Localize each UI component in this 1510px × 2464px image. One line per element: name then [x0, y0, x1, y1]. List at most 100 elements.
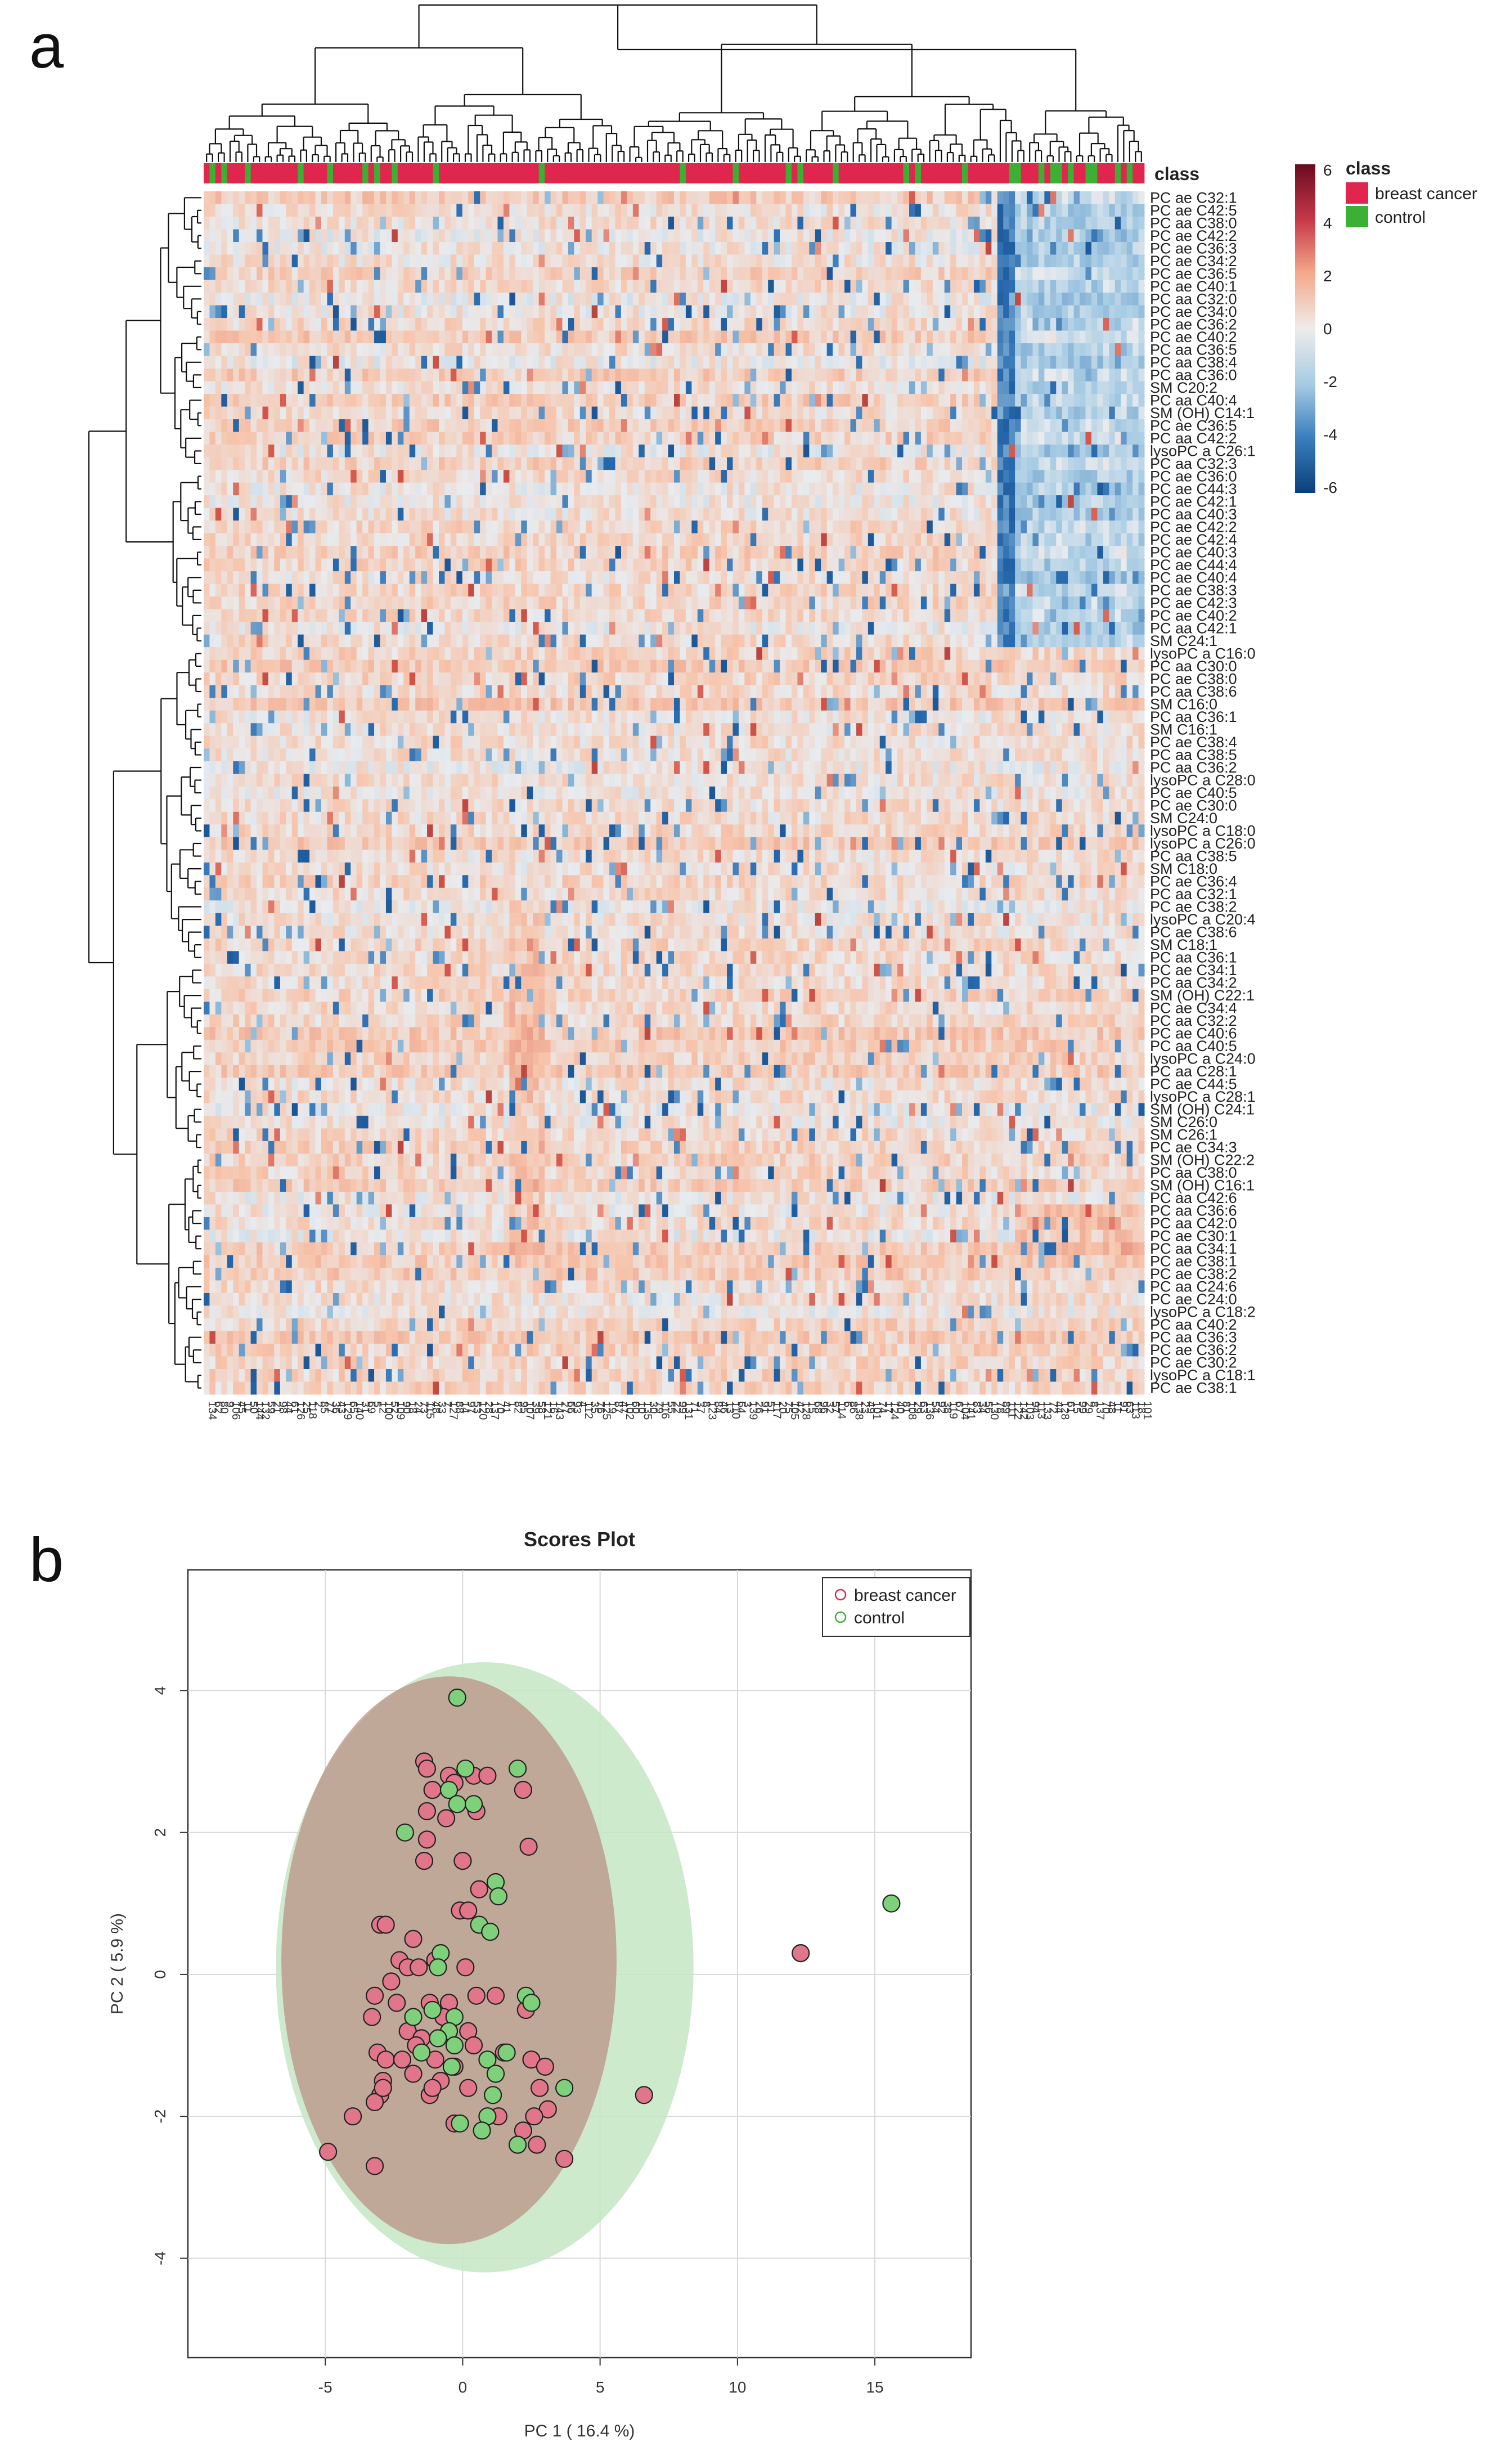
- class-bar-cell: [415, 163, 422, 183]
- heatmap-cell: [1138, 394, 1145, 407]
- heatmap-cell: [938, 482, 945, 496]
- heatmap-cell: [868, 204, 874, 217]
- heatmap-cell: [632, 305, 639, 318]
- heatmap-cell: [1126, 419, 1133, 433]
- heatmap-cell: [1132, 293, 1139, 306]
- heatmap-cell: [392, 305, 398, 318]
- heatmap-cell: [497, 457, 504, 470]
- class-bar-cell: [944, 163, 951, 183]
- heatmap-cell: [462, 470, 469, 483]
- heatmap-cell: [1109, 318, 1116, 331]
- heatmap-cell: [1085, 191, 1092, 205]
- heatmap-cell: [903, 406, 910, 420]
- heatmap-cell: [826, 445, 833, 458]
- heatmap-cell: [609, 254, 615, 268]
- heatmap-cell: [615, 229, 622, 243]
- heatmap-cell: [962, 369, 968, 382]
- heatmap-cell: [503, 318, 510, 331]
- heatmap-cell: [809, 381, 816, 394]
- heatmap-cell: [450, 242, 457, 255]
- heatmap-cell: [968, 280, 974, 293]
- heatmap-cell: [609, 394, 615, 407]
- heatmap-cell: [597, 343, 604, 357]
- heatmap-cell: [298, 419, 304, 433]
- heatmap-cell: [556, 406, 563, 420]
- heatmap-cell: [215, 406, 222, 420]
- class-bar-cell: [1097, 163, 1104, 183]
- heatmap-cell: [697, 381, 704, 394]
- heatmap-cell: [721, 470, 727, 483]
- heatmap-cell: [474, 445, 480, 458]
- heatmap-cell: [250, 445, 257, 458]
- heatmap-cell: [662, 495, 669, 509]
- heatmap-cell: [350, 318, 357, 331]
- heatmap-cell: [550, 217, 557, 230]
- heatmap-cell: [985, 280, 992, 293]
- heatmap-cell: [691, 217, 698, 230]
- heatmap-cell: [1015, 305, 1022, 318]
- heatmap-cell: [439, 369, 445, 382]
- heatmap-cell: [433, 343, 439, 357]
- heatmap-cell: [456, 267, 463, 281]
- heatmap-cell: [844, 445, 851, 458]
- heatmap-cell: [385, 419, 392, 433]
- heatmap-cell: [239, 445, 245, 458]
- class-bar-cell: [991, 163, 998, 183]
- heatmap-cell: [286, 267, 293, 281]
- heatmap-cell: [1021, 457, 1027, 470]
- heatmap-cell: [309, 457, 316, 470]
- heatmap-cell: [497, 369, 504, 382]
- heatmap-cell: [227, 267, 233, 281]
- heatmap-cell: [344, 229, 351, 243]
- heatmap-cell: [415, 470, 422, 483]
- heatmap-cell: [1044, 267, 1051, 281]
- heatmap-cell: [497, 419, 504, 433]
- heatmap-cell: [909, 495, 915, 509]
- heatmap-cell: [356, 330, 363, 344]
- heatmap-cell: [1009, 457, 1015, 470]
- heatmap-cell: [427, 254, 434, 268]
- heatmap-cell: [444, 242, 451, 255]
- heatmap-cell: [492, 508, 498, 521]
- heatmap-cell: [691, 419, 698, 433]
- heatmap-cell: [444, 267, 451, 281]
- heatmap-cell: [879, 482, 886, 496]
- heatmap-cell: [879, 318, 886, 331]
- heatmap-cell: [997, 191, 1004, 205]
- heatmap-cell: [1068, 369, 1075, 382]
- heatmap-cell: [492, 356, 498, 369]
- heatmap-cell: [215, 217, 222, 230]
- class-bar-cell: [439, 163, 445, 183]
- heatmap-cell: [309, 406, 316, 420]
- heatmap-cell: [1027, 293, 1033, 306]
- heatmap-cell: [245, 419, 251, 433]
- heatmap-cell: [632, 293, 639, 306]
- heatmap-cell: [962, 356, 968, 369]
- heatmap-cell: [268, 293, 275, 306]
- heatmap-cell: [497, 406, 504, 420]
- heatmap-cell: [691, 267, 698, 281]
- heatmap-cell: [797, 305, 804, 318]
- heatmap-cell: [1109, 356, 1116, 369]
- heatmap-cell: [962, 293, 968, 306]
- heatmap-cell: [392, 229, 398, 243]
- heatmap-cell: [227, 229, 233, 243]
- heatmap-cell: [862, 293, 869, 306]
- heatmap-cell: [774, 495, 780, 509]
- heatmap-cell: [821, 254, 828, 268]
- heatmap-cell: [486, 229, 492, 243]
- heatmap-cell: [1103, 356, 1109, 369]
- heatmap-cell: [274, 369, 281, 382]
- heatmap-cell: [938, 343, 945, 357]
- heatmap-cell: [821, 457, 828, 470]
- heatmap-cell: [609, 343, 615, 357]
- heatmap-cell: [627, 470, 633, 483]
- heatmap-cell: [421, 508, 428, 521]
- heatmap-cell: [1015, 482, 1022, 496]
- heatmap-cell: [621, 293, 627, 306]
- heatmap-cell: [480, 419, 487, 433]
- heatmap-cell: [245, 482, 251, 496]
- heatmap-cell: [480, 381, 487, 394]
- heatmap-cell: [1027, 369, 1033, 382]
- heatmap-cell: [697, 419, 704, 433]
